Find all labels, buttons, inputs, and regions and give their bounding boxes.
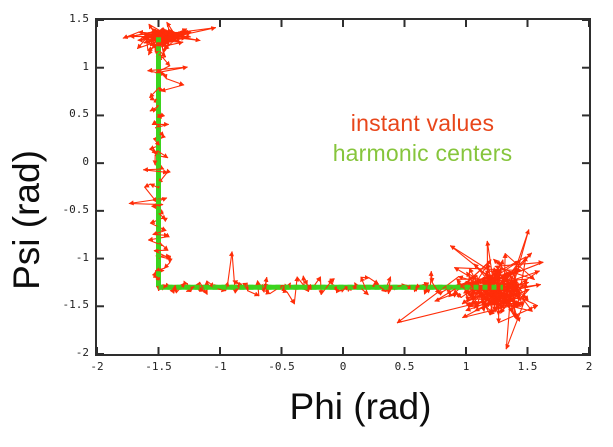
- plot-area: [95, 18, 591, 356]
- x-tick-label: -1.5: [145, 360, 172, 373]
- chart-canvas: [97, 20, 589, 354]
- x-tick-label: 1.5: [517, 360, 538, 373]
- x-tick-label: 0.5: [394, 360, 415, 373]
- x-tick-label: -1: [213, 360, 227, 373]
- y-tick-label: -1: [75, 250, 89, 264]
- x-tick-label: -0.5: [268, 360, 295, 373]
- x-tick-label: 0: [339, 360, 347, 373]
- x-tick-label: 1: [462, 360, 470, 373]
- legend-harmonic-centers: harmonic centers: [332, 140, 513, 166]
- y-tick-label: 0.5: [69, 107, 89, 121]
- legend-instant-values: instant values: [350, 110, 495, 136]
- x-axis-label: Phi (rad): [289, 386, 432, 427]
- legend: instant values harmonic centers: [300, 108, 545, 168]
- y-tick-label: 1.5: [69, 12, 89, 25]
- series-harmonic-centers-overlay: [156, 37, 503, 290]
- y-axis-label: Psi (rad): [6, 150, 47, 290]
- x-tick-label: 2: [585, 360, 593, 373]
- y-tick-label: 0: [82, 155, 89, 169]
- axis-ticks: [97, 20, 589, 354]
- x-tick-label: -2: [90, 360, 104, 373]
- series-instant-values: [122, 21, 544, 350]
- y-tick-label: -2: [75, 346, 89, 359]
- y-tick-label: -0.5: [62, 202, 90, 216]
- y-tick-label: 1: [82, 59, 89, 73]
- y-tick-label: -1.5: [62, 298, 90, 312]
